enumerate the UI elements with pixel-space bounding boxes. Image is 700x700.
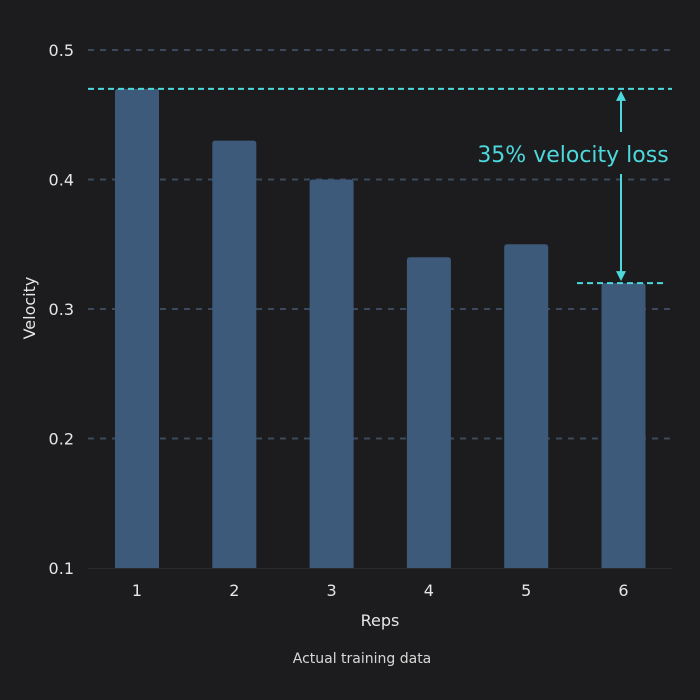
x-tick-label: 5 — [521, 581, 531, 600]
x-tick-label: 1 — [132, 581, 142, 600]
y-tick-label: 0.2 — [49, 430, 74, 449]
axis-layer: 0.1 0.2 0.3 0.4 0.5 1 2 3 4 5 6 — [49, 41, 672, 600]
bar-1 — [115, 88, 159, 568]
bar-4 — [406, 257, 451, 568]
x-tick-label: 2 — [229, 581, 239, 600]
x-tick-label: 6 — [618, 581, 628, 600]
arrowhead-down-icon — [616, 271, 626, 282]
y-tick-label: 0.4 — [49, 171, 74, 190]
x-tick-label: 3 — [327, 581, 337, 600]
bar-5 — [504, 244, 549, 568]
arrowhead-up-icon — [616, 90, 626, 101]
grid-layer — [88, 49, 672, 440]
annotation-label: 35% velocity loss — [477, 143, 668, 168]
bar-2 — [212, 140, 257, 568]
annotation-layer: 35% velocity loss — [88, 87, 672, 285]
x-tick-label: 4 — [424, 581, 434, 600]
bar-3 — [309, 179, 354, 568]
bar-6 — [601, 283, 646, 568]
y-axis-title: Velocity — [20, 277, 39, 340]
y-tick-label: 0.3 — [49, 300, 74, 319]
y-tick-label: 0.5 — [49, 41, 74, 60]
y-tick-label: 0.1 — [49, 559, 74, 578]
chart-caption: Actual training data — [293, 651, 432, 667]
x-axis-title: Reps — [361, 611, 400, 630]
bar-layer — [115, 88, 646, 568]
